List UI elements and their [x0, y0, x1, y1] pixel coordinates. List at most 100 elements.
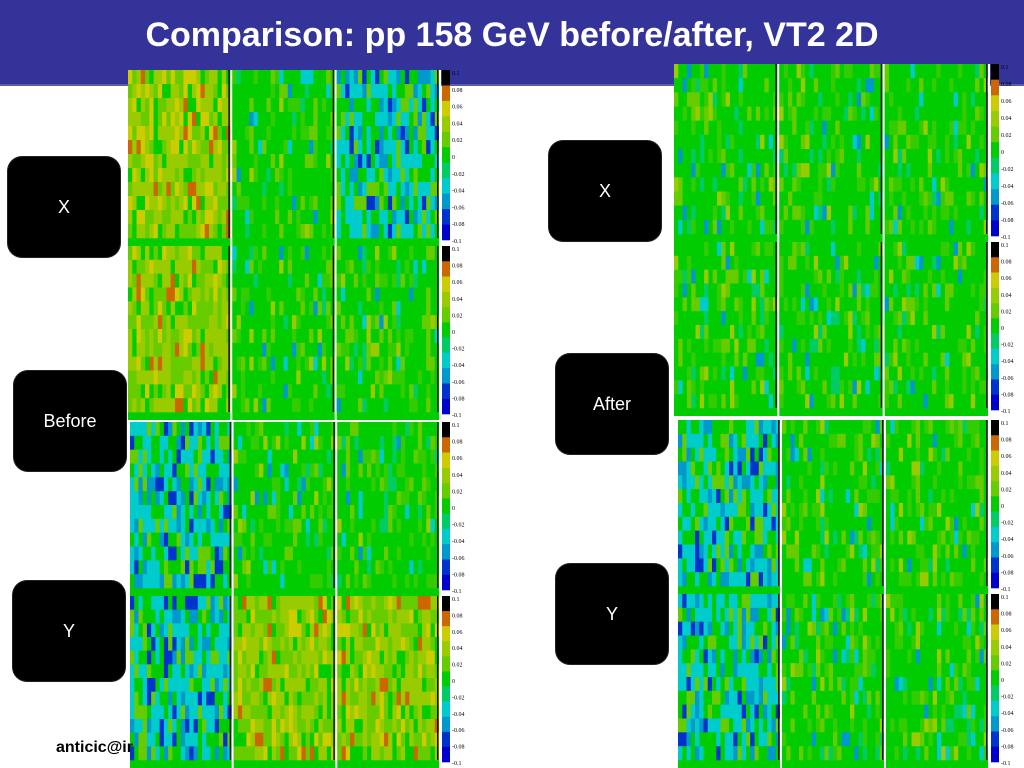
heatmap-cell	[392, 691, 397, 706]
heatmap-cell	[151, 505, 156, 520]
heatmap-cell	[936, 205, 941, 221]
heatmap-cell	[751, 191, 757, 206]
heatmap-cell	[695, 92, 701, 107]
heatmap-cell	[134, 560, 139, 575]
heatmap-cell	[409, 84, 414, 99]
heatmap-cell	[751, 352, 757, 367]
heatmap-cell	[296, 370, 301, 385]
heatmap-cell	[221, 356, 227, 371]
heatmap-cell	[279, 259, 284, 274]
heatmap-cell	[210, 705, 216, 720]
heatmap-cell	[309, 664, 315, 679]
heatmap-cell	[249, 126, 254, 141]
heatmap-cell	[366, 210, 372, 225]
heatmap-cell	[253, 342, 259, 357]
heatmap-cell	[405, 746, 410, 761]
heatmap-cell	[932, 134, 937, 150]
heatmap-cell	[362, 356, 367, 371]
heatmap-cell	[843, 219, 849, 235]
heatmap-cell	[375, 732, 380, 747]
heatmap-cell	[130, 491, 135, 506]
heatmap-cell	[383, 70, 389, 85]
heatmap-cell	[695, 163, 701, 178]
heatmap-cell	[336, 329, 342, 344]
color-scale-tick: -0.04	[452, 712, 465, 718]
heatmap-cell	[366, 98, 372, 113]
heatmap-cell	[764, 297, 770, 312]
heatmap-cell	[246, 518, 251, 533]
heatmap-cell	[189, 678, 194, 692]
heatmap-cell	[357, 384, 363, 399]
heatmap-cell	[304, 98, 310, 113]
heatmap-cell	[409, 112, 414, 127]
heatmap-cell	[861, 92, 866, 107]
heatmap-cell	[678, 283, 683, 298]
heatmap-cell	[284, 560, 290, 575]
heatmap-cell	[221, 210, 227, 225]
heatmap-cell	[874, 163, 879, 178]
heatmap-cell	[822, 394, 827, 409]
color-scale-tick: 0.1	[1001, 65, 1009, 71]
heatmap-cell	[337, 596, 342, 610]
heatmap-cell	[326, 574, 332, 589]
heatmap-cell	[134, 623, 139, 638]
heatmap-cell	[843, 242, 849, 257]
heatmap-cell	[910, 163, 916, 178]
heatmap-cell	[183, 70, 188, 85]
heatmap-cell	[729, 191, 735, 206]
heatmap-cell	[738, 338, 744, 353]
heatmap-cell	[296, 301, 301, 316]
heatmap-cell	[392, 532, 397, 547]
heatmap-cell	[734, 177, 739, 192]
heatmap-cell	[185, 609, 190, 624]
heatmap-cell	[253, 126, 259, 141]
heatmap-cell	[686, 255, 692, 270]
heatmap-cell	[760, 269, 765, 284]
heatmap-cell	[760, 352, 765, 367]
heatmap-cell	[357, 224, 363, 239]
heatmap-cell	[721, 352, 726, 367]
heatmap-cell	[280, 596, 285, 610]
heatmap-cell	[370, 112, 376, 127]
heatmap-cell	[200, 126, 206, 141]
heatmap-cell	[280, 449, 285, 464]
heatmap-cell	[760, 283, 765, 298]
heatmap-cell	[796, 163, 802, 178]
heatmap-cell	[835, 352, 840, 367]
heatmap-cell	[371, 732, 376, 747]
heatmap-cell	[280, 719, 285, 733]
heatmap-cell	[240, 287, 246, 302]
heatmap-cell	[923, 205, 929, 221]
heatmap-cell	[413, 356, 418, 371]
heatmap-cell	[822, 352, 827, 367]
heatmap-cell	[404, 112, 410, 127]
subplot-axis	[775, 242, 777, 408]
heatmap-cell	[773, 269, 778, 284]
heatmap-cell	[751, 205, 757, 221]
heatmap-cell	[217, 287, 223, 302]
heatmap-cell	[409, 596, 414, 610]
heatmap-cell	[388, 705, 393, 720]
heatmap-cell	[906, 219, 911, 235]
color-scale-tick: -0.06	[452, 728, 465, 734]
heatmap-cell	[130, 623, 135, 638]
heatmap-cell	[322, 560, 328, 575]
heatmap-cell	[787, 134, 793, 150]
heatmap-cell	[140, 84, 146, 99]
heatmap-cell	[254, 637, 260, 651]
heatmap-cell	[170, 154, 176, 169]
heatmap-cell	[379, 84, 384, 99]
heatmap-cell	[250, 449, 256, 464]
heatmap-cell	[897, 177, 903, 192]
heatmap-cell	[751, 255, 757, 270]
heatmap-cell	[288, 609, 294, 624]
heatmap-cell	[354, 449, 359, 464]
heatmap-cell	[136, 370, 142, 385]
heatmap-cell	[354, 623, 359, 638]
heatmap-cell	[426, 259, 431, 274]
heatmap-cell	[813, 149, 819, 164]
heatmap-cell	[232, 98, 237, 113]
heatmap-cell	[400, 315, 406, 330]
heatmap-cell	[214, 560, 220, 575]
heatmap-cell	[321, 126, 327, 141]
